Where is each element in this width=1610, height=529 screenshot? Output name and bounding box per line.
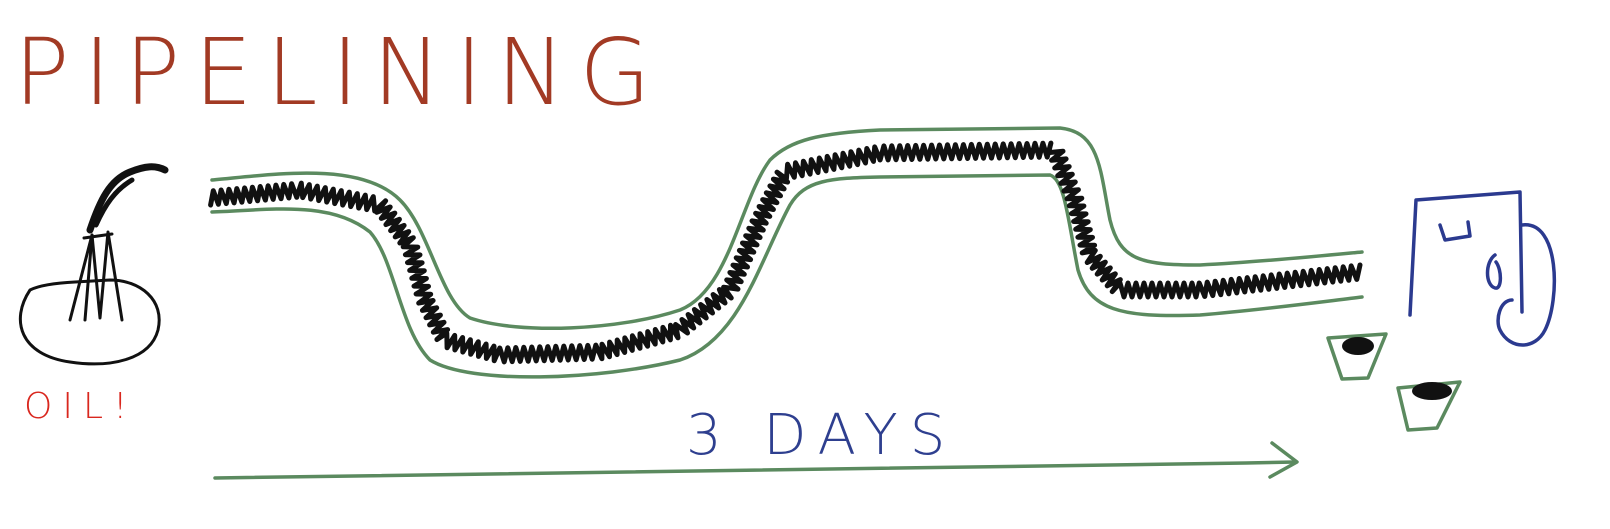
diagram-title: PIPELINING <box>14 19 665 126</box>
duration-label: 3 DAYS <box>686 403 957 468</box>
oil-jug-icon <box>1408 190 1557 347</box>
pipe-lower-wall <box>210 173 1364 379</box>
oil-cup-icon <box>1396 380 1462 432</box>
pipeline <box>210 126 1364 379</box>
oil-cup-icon <box>1326 332 1388 381</box>
oil-source-label: OIL! <box>24 386 137 427</box>
oil-well-icon <box>18 163 169 366</box>
oil-flow-squiggle <box>208 140 1363 365</box>
timeline-arrow <box>213 441 1299 480</box>
pipe-upper-wall <box>210 126 1364 331</box>
